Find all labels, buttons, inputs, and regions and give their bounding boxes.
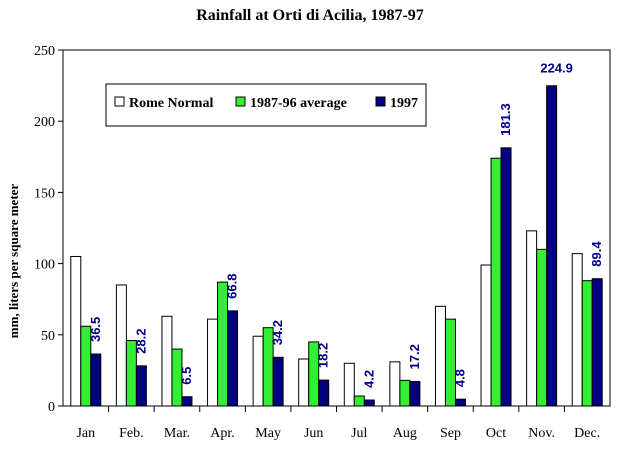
y-tick-label: 150 [34,186,55,201]
y-tick-label: 0 [48,400,55,415]
x-tick-label: Jan [76,426,95,441]
legend-box [105,83,427,127]
y-tick-label: 250 [34,44,55,59]
bar-series-1 [207,318,219,407]
data-label: 4.8 [452,369,467,387]
bar-series-1 [161,315,173,407]
x-tick-label: Mar. [164,426,190,441]
data-label: 18.2 [316,343,331,368]
data-label: 34.2 [270,320,285,345]
x-tick-label: Apr. [210,426,235,441]
chart-title: Rainfall at Orti di Acilia, 1987-97 [196,7,424,24]
bar-series-1 [389,361,401,407]
y-tick-label: 100 [34,258,55,273]
bar-series-1 [298,358,310,407]
data-label: 36.5 [88,317,103,342]
x-tick-label: Dec. [574,426,600,441]
bar-series-2 [536,248,548,407]
bar-series-2 [490,157,502,407]
y-tick-label: 200 [34,115,55,130]
bar-series-3 [546,85,558,407]
x-tick-label: Jul [351,426,367,441]
legend-swatch [235,96,246,107]
x-tick-label: May [255,426,281,441]
data-label: 28.2 [133,329,148,354]
bar-series-1 [343,362,355,407]
x-tick-label: Sep [440,426,461,441]
bar-series-2 [399,379,411,407]
legend-swatch [375,96,386,107]
x-tick-label: Aug [393,426,417,441]
bar-series-1 [434,305,446,407]
bar-series-1 [526,230,538,407]
bar-series-3 [90,353,102,407]
bar-series-3 [135,365,147,407]
legend-label: 1987-96 average [250,96,347,111]
bar-series-3 [500,147,512,407]
legend: Rome Normal 1987-96 average 1997 [105,83,427,127]
y-axis-label: mm, liters per square meter [6,184,21,339]
bar-series-2 [444,318,456,407]
data-label: 89.4 [589,241,604,267]
bar-series-2 [171,348,183,407]
bar-series-1 [252,335,264,407]
bar-series-3 [318,379,330,407]
x-tick-label: Feb. [119,426,144,441]
bar-series-1 [480,264,492,407]
plot-area: 0 50 100 150 200 250 Jan Feb. Mar. Apr. May Jun Jul A… [34,44,611,441]
bar-series-2 [353,395,365,407]
bar-series-2 [581,280,593,407]
bar-series-2 [217,281,229,407]
data-label: 224.9 [540,61,573,76]
bar-series-1 [70,255,82,407]
data-label: 4.2 [361,370,376,388]
bar-series-1 [115,284,127,407]
data-label: 66.8 [225,274,240,299]
y-tick-label: 50 [41,329,55,344]
data-label: 181.3 [498,103,513,136]
legend-label: Rome Normal [129,96,213,111]
bar-series-3 [227,310,239,407]
data-label: 6.5 [179,367,194,385]
legend-swatch [114,96,125,107]
x-tick-label: Oct [486,426,506,441]
legend-label: 1997 [390,96,418,111]
bar-series-3 [454,398,466,407]
x-tick-label: Jun [304,426,323,441]
bar-series-3 [409,381,421,407]
bar-series-1 [571,253,583,407]
bar-series-3 [181,396,193,407]
bar-series-3 [363,399,375,407]
data-label: 17.2 [407,344,422,369]
x-tick-label: Nov. [528,426,555,441]
bar-series-2 [308,341,320,407]
bar-series-3 [591,278,603,407]
bar-series-3 [272,356,284,407]
